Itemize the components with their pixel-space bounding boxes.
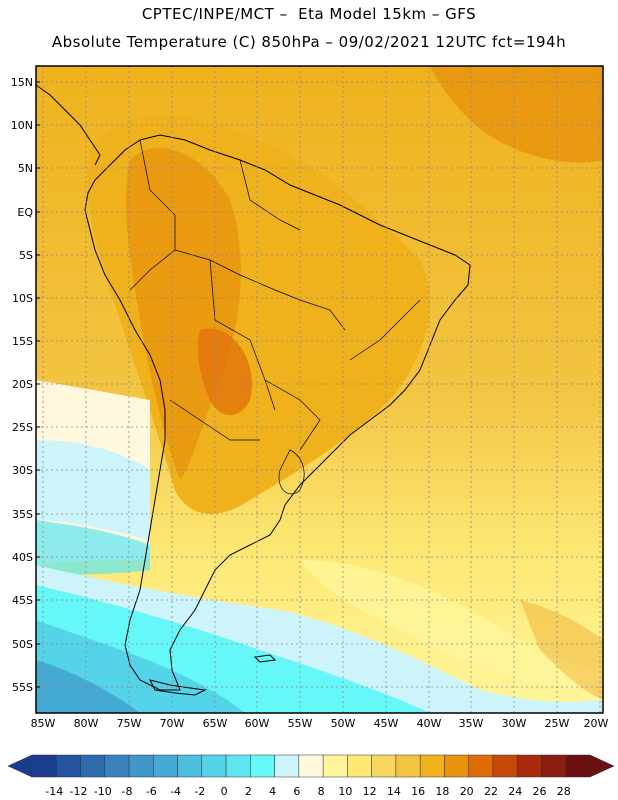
colorbar-swatch	[419, 754, 445, 778]
colorbar-left-arrow	[7, 754, 33, 778]
lon-label: 30W	[502, 717, 527, 730]
lon-label: 55W	[288, 717, 313, 730]
colorbar-tick-label: -2	[194, 785, 205, 798]
colorbar-swatch	[177, 754, 203, 778]
lon-label: 70W	[160, 717, 185, 730]
lat-label: 40S	[12, 551, 33, 564]
lat-label: 30S	[12, 464, 33, 477]
colorbar-swatch	[565, 754, 591, 778]
lon-label: 80W	[74, 717, 99, 730]
colorbar-swatch	[347, 754, 372, 778]
lat-label: 10N	[11, 119, 33, 132]
lon-label: 50W	[331, 717, 356, 730]
colorbar-swatch	[492, 754, 518, 778]
colorbar-tick-label: 0	[221, 785, 228, 798]
colorbar-tick-label: 14	[387, 785, 401, 798]
colorbar-tick-label: 10	[338, 785, 352, 798]
latitude-labels: 15N 10N 5N EQ 5S 10S 15S 20S 25S 30S 35S…	[11, 76, 34, 694]
lon-label: 25W	[545, 717, 570, 730]
longitude-labels: 85W 80W 75W 70W 65W 60W 55W 50W 45W 40W …	[31, 717, 609, 730]
colorbar-swatch	[128, 754, 154, 778]
colorbar-tick-label: 24	[508, 785, 522, 798]
lon-label: 85W	[31, 717, 56, 730]
lat-label: 10S	[12, 292, 33, 305]
colorbar-swatch	[516, 754, 542, 778]
lon-label: 20W	[584, 717, 609, 730]
colorbar-tick-label: -14	[45, 785, 63, 798]
colorbar: -14 -12 -10 -8 -6 -4 -2 0 2 4 6 8 10 12 14 16 18 20 22 24 26…	[7, 754, 615, 798]
colorbar-tick-label: -10	[94, 785, 112, 798]
colorbar-tick-label: 12	[363, 785, 377, 798]
lat-label: 45S	[12, 594, 33, 607]
colorbar-swatch	[298, 754, 324, 778]
lon-label: 75W	[117, 717, 142, 730]
colorbar-tick-label: 20	[460, 785, 474, 798]
colorbar-tick-label: -12	[70, 785, 88, 798]
colorbar-tick-label: -8	[122, 785, 133, 798]
lat-label: 25S	[12, 421, 33, 434]
colorbar-tick-label: -6	[146, 785, 157, 798]
colorbar-swatch	[322, 754, 348, 778]
colorbar-tick-label: 4	[269, 785, 276, 798]
lat-label: 5N	[18, 162, 33, 175]
colorbar-right-arrow	[589, 754, 615, 778]
colorbar-swatch	[274, 754, 300, 778]
lon-label: 65W	[203, 717, 228, 730]
colorbar-swatch	[153, 754, 178, 778]
lon-label: 60W	[245, 717, 270, 730]
colorbar-swatch	[541, 754, 566, 778]
lon-label: 45W	[374, 717, 399, 730]
lat-label: 15N	[11, 76, 33, 89]
lat-label: 15S	[12, 335, 33, 348]
map-frame	[35, 65, 604, 714]
colorbar-swatch	[225, 754, 251, 778]
lon-label: 40W	[417, 717, 442, 730]
colorbar-tick-label: 8	[318, 785, 325, 798]
temperature-field	[36, 66, 603, 713]
colorbar-tick-label: 28	[557, 785, 571, 798]
lat-label: EQ	[17, 206, 33, 219]
colorbar-tick-label: 26	[532, 785, 546, 798]
coastline	[35, 84, 471, 696]
title-line-1: CPTEC/INPE/MCT – Eta Model 15km – GFS	[141, 5, 477, 23]
colorbar-swatch	[395, 754, 421, 778]
colorbar-swatch	[104, 754, 130, 778]
colorbar-tick-label: -4	[170, 785, 181, 798]
colorbar-swatch	[468, 754, 494, 778]
colorbar-swatch	[444, 754, 469, 778]
colorbar-swatch	[201, 754, 227, 778]
colorbar-swatch	[80, 754, 106, 778]
lat-label: 5S	[19, 249, 33, 262]
lat-label: 55S	[12, 681, 33, 694]
colorbar-tick-label: 16	[411, 785, 425, 798]
colorbar-swatch	[31, 754, 57, 778]
colorbar-tick-label: 6	[293, 785, 300, 798]
colorbar-swatch	[250, 754, 275, 778]
colorbar-tick-label: 22	[484, 785, 498, 798]
lat-label: 50S	[12, 638, 33, 651]
colorbar-swatch	[371, 754, 397, 778]
colorbar-tick-label: 2	[245, 785, 252, 798]
lon-label: 35W	[459, 717, 484, 730]
lat-label: 35S	[12, 508, 33, 521]
colorbar-swatch	[56, 754, 81, 778]
lat-label: 20S	[12, 378, 33, 391]
title-line-2: Absolute Temperature (C) 850hPa – 09/02/…	[51, 33, 567, 51]
colorbar-tick-label: 18	[435, 785, 449, 798]
axis-ticks	[36, 81, 40, 688]
